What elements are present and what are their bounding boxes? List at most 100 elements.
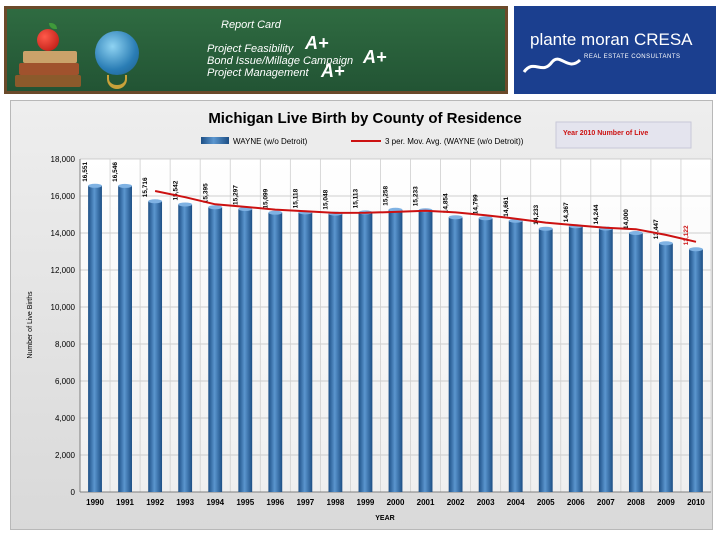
bar-1991 [118,185,132,493]
moving-average-line [154,190,697,243]
data-label-2001: 15,233 [413,186,420,206]
bar-series [88,183,703,493]
y-tick-label: 14,000 [51,229,76,238]
data-labels: 16,551 16,546 15,716 15,542 15,395 15,297 15,0… [82,162,690,246]
bar-2004 [508,220,523,493]
data-label-2009: 13,447 [653,219,660,239]
x-tick-label-1997: 1997 [296,498,314,507]
x-tick-label-2007: 2007 [597,498,615,507]
globe-stand-icon [107,75,127,89]
x-tick-label-2004: 2004 [507,498,525,507]
bar-cap-2000 [388,207,403,212]
data-label-2006: 14,367 [563,202,570,222]
legend-bar-label: WAYNE (w/o Detroit) [233,137,308,146]
data-label-2008: 14,000 [623,209,630,229]
y-tick-label: 16,000 [51,192,76,201]
bar-cap-1996 [268,210,283,215]
data-label-2000: 15,258 [383,185,390,205]
x-tick-label-2010: 2010 [687,498,705,507]
y-axis: 0 2,000 4,000 6,000 8,000 10,000 12,000 14,000 1… [51,155,76,497]
legend-line-label: 3 per. Mov. Avg. (WAYNE (w/o Detroit)) [385,137,524,146]
y-tick-label: 18,000 [51,155,76,164]
bar-2008 [628,233,643,492]
data-label-2004: 14,661 [503,197,510,217]
bar-cap-1991 [118,183,132,188]
report-item-feasibility: Project Feasibility [207,43,294,55]
brand-subtitle: REAL ESTATE CONSULTANTS [584,54,681,60]
bar-cap-2005 [538,226,553,231]
data-label-2007: 14,244 [593,204,600,224]
x-tick-label-1999: 1999 [357,498,375,507]
chart-svg: Michigan Live Birth by County of Residen… [27,110,712,522]
x-tick-label-1996: 1996 [266,498,284,507]
report-item-bond-issue: Bond Issue/Millage Campaign [207,55,354,67]
bar-2010 [689,249,703,492]
bar-2000 [388,209,403,492]
y-tick-label: 4,000 [55,414,76,423]
x-tick-label-1998: 1998 [327,498,345,507]
x-tick-label-1994: 1994 [206,498,224,507]
bar-cap-2008 [628,231,643,235]
legend: WAYNE (w/o Detroit) 3 per. Mov. Avg. (WA… [201,137,524,146]
apple-icon [37,29,59,51]
bar-2007 [598,228,613,492]
header-banner: Report Card Project Feasibility Bond Iss… [0,0,720,98]
bar-2001 [418,210,433,492]
bar-1993 [178,204,193,492]
bar-2009 [659,243,673,492]
bar-cap-2002 [448,215,463,220]
x-tick-label-2008: 2008 [627,498,645,507]
x-tick-label-2003: 2003 [477,498,495,507]
data-label-1998: 15,048 [322,189,329,209]
y-tick-label: 2,000 [55,451,76,460]
y-tick-label: 0 [71,488,76,497]
chart-frame: Michigan Live Birth by County of Residen… [10,100,713,530]
y-axis-label: Number of Live Births [27,291,34,359]
chart-title: Michigan Live Birth by County of Residen… [208,110,521,127]
bar-cap-1990 [88,183,102,188]
bar-1995 [238,209,253,492]
bar-1999 [358,212,373,493]
apple-leaf-icon [49,23,57,29]
report-card-title: Report Card [221,19,281,31]
report-item-project-management: Project Management [207,67,309,79]
brand-swoosh-icon [522,57,582,73]
report-card-chalkboard: Report Card Project Feasibility Bond Iss… [4,6,508,94]
bar-1997 [298,212,313,492]
x-tick-label-1990: 1990 [86,498,104,507]
x-tick-label-2005: 2005 [537,498,555,507]
bar-1994 [208,207,223,492]
y-tick-label: 6,000 [55,377,76,386]
globe-icon [95,31,139,75]
data-label-2002: 14,854 [443,193,450,213]
books-icon [15,49,85,91]
bar-cap-1994 [208,205,223,210]
x-tick-label-2001: 2001 [417,498,435,507]
x-axis-label: YEAR [375,515,394,522]
x-tick-label-1992: 1992 [146,498,164,507]
bar-cap-2009 [659,241,673,246]
x-tick-label-1991: 1991 [116,498,134,507]
data-label-2010: 13,122 [683,225,690,245]
bar-cap-1993 [178,202,193,207]
x-tick-label-2009: 2009 [657,498,675,507]
data-label-1997: 15,118 [292,188,299,208]
legend-bar-swatch [201,137,229,144]
y-tick-label: 12,000 [51,266,76,275]
x-axis: 1990 1991 1992 1993 1994 1995 1996 1997 1998 1999… [86,498,705,507]
x-tick-label-2006: 2006 [567,498,585,507]
bar-1998 [328,213,343,492]
x-tick-label-2000: 2000 [387,498,405,507]
x-tick-label-2002: 2002 [447,498,465,507]
annotation-box [555,121,692,149]
data-label-1995: 15,297 [232,185,239,205]
data-label-2005: 14,233 [533,204,540,224]
y-tick-label: 10,000 [51,303,76,312]
brand-logo: plante moran CRESA REAL ESTATE CONSULTAN… [514,6,716,94]
bar-cap-2003 [478,216,493,221]
data-label-1996: 15,099 [262,188,269,208]
bar-cap-2010 [689,247,703,252]
grade-bond-issue: A+ [363,47,387,67]
bar-2006 [568,226,583,492]
data-label-1993: 15,542 [172,180,179,200]
